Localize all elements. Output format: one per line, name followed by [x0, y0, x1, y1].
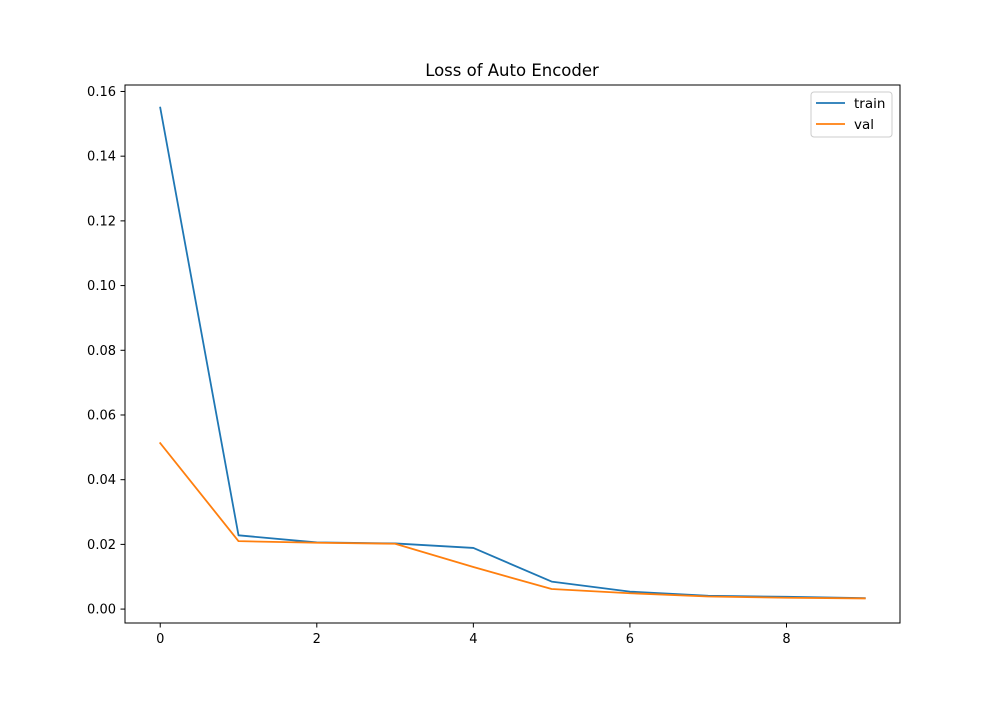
y-tick-label: 0.14: [87, 150, 116, 165]
y-tick-label: 0.06: [87, 408, 116, 423]
chart-title: Loss of Auto Encoder: [425, 61, 599, 80]
legend-label-train: train: [854, 96, 885, 112]
y-tick-label: 0.10: [87, 279, 116, 294]
x-tick-label: 8: [782, 632, 790, 647]
series-line-val: [158, 441, 866, 600]
x-tick-label: 6: [626, 632, 634, 647]
y-tick-label: 0.04: [87, 473, 116, 488]
y-tick-label: 0.00: [87, 603, 116, 618]
x-tick-label: 0: [156, 632, 164, 647]
series-lines: [158, 106, 866, 600]
legend-items: train val: [816, 96, 885, 133]
y-tick-label: 0.16: [87, 85, 116, 100]
legend-label-val: val: [854, 117, 874, 133]
y-tick-label: 0.12: [87, 214, 116, 229]
x-tick-label: 2: [313, 632, 321, 647]
y-axis-ticks: 0.00 0.02 0.04 0.06 0.08 0.10 0.12 0.14 0.16: [87, 85, 125, 618]
legend: train val: [810, 91, 893, 138]
y-tick-label: 0.02: [87, 538, 116, 553]
x-tick-label: 4: [469, 632, 477, 647]
y-tick-label: 0.08: [87, 344, 116, 359]
x-axis-ticks: 0 2 4 6 8: [156, 623, 791, 647]
plot-frame: [124, 84, 901, 624]
